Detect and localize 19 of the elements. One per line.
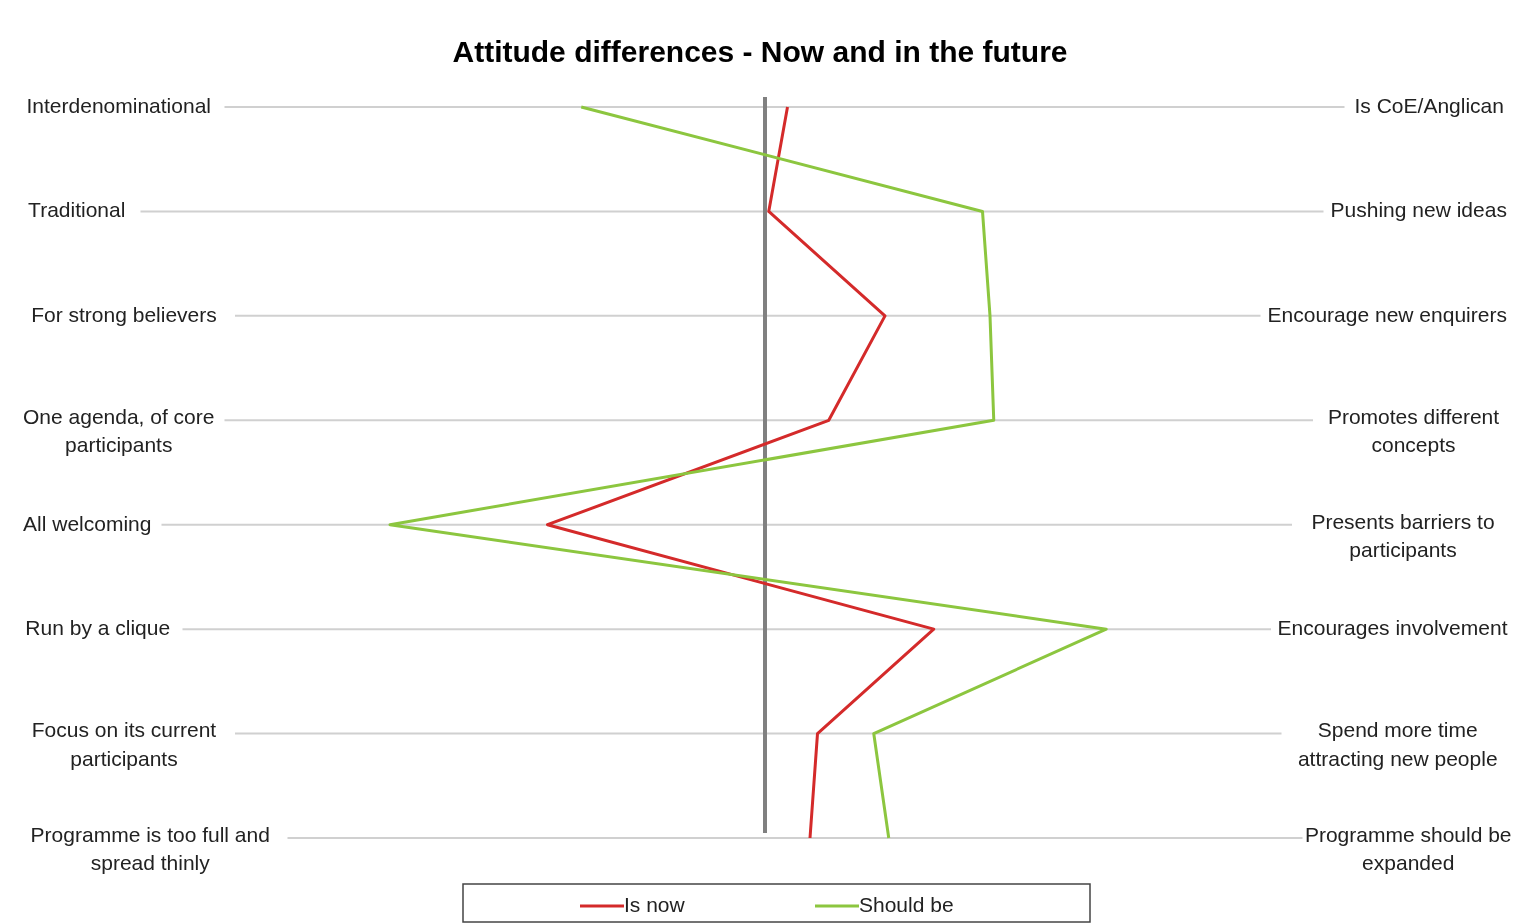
y2-tick-label: Presents barriers to participants <box>1311 509 1495 561</box>
y-tick-label: All welcoming <box>23 511 152 535</box>
chart-title: Attitude differences - Now and in the future <box>452 34 1068 68</box>
y-tick-label: For strong believers <box>31 302 217 326</box>
y2-tick-label: Is CoE/Anglican <box>1354 93 1504 117</box>
y2-tick-label: Promotes different concepts <box>1327 404 1500 457</box>
y2-tick-label: Encourage new enquirers <box>1267 302 1507 326</box>
y-tick-label: Run by a clique <box>25 615 171 639</box>
y-tick-label: Interdenominational <box>26 93 211 117</box>
y-tick-label: Programme is too full and spread thinly <box>30 822 270 874</box>
y2-tick-label: Pushing new ideas <box>1330 197 1507 221</box>
y2-tick-label: Programme should be expanded <box>1304 822 1512 874</box>
y-tick-label: Traditional <box>28 197 126 221</box>
y2-tick-label: Spend more time attracting new people <box>1297 717 1498 770</box>
legend-label: Is now <box>624 892 686 916</box>
legend-label: Should be <box>859 892 954 916</box>
y-tick-label: One agenda, of core participants <box>23 404 215 457</box>
y2-tick-label: Encourages involvement <box>1277 615 1508 639</box>
y-tick-label: Focus on its current participants <box>31 717 217 770</box>
